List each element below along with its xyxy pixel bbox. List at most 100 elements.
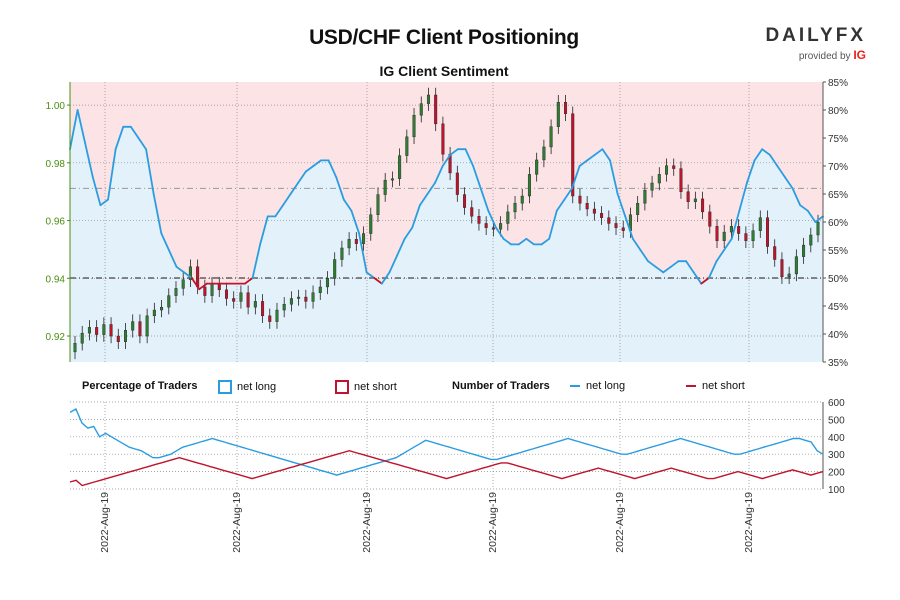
sentiment-line-segment bbox=[662, 265, 672, 274]
sentiment-line-segment bbox=[814, 215, 824, 223]
candle-body bbox=[535, 159, 539, 175]
sentiment-line-segment bbox=[396, 237, 406, 257]
sentiment-tick-label: 85% bbox=[828, 78, 848, 89]
x-tick-label: 2022-Aug-19 bbox=[743, 492, 755, 553]
sentiment-line-segment bbox=[472, 165, 482, 190]
candle-body bbox=[787, 273, 791, 278]
candle-body bbox=[621, 227, 625, 231]
candle-body bbox=[643, 190, 647, 204]
sentiment-line-segment bbox=[806, 209, 817, 223]
candle-body bbox=[708, 211, 712, 227]
sentiment-line-segment bbox=[761, 148, 771, 156]
net-short-count-line bbox=[69, 449, 824, 487]
candle-body bbox=[145, 315, 149, 337]
price-tick-label: 1.00 bbox=[46, 101, 66, 112]
candle-body bbox=[297, 296, 301, 299]
candle-body bbox=[412, 114, 416, 138]
sentiment-line-segment bbox=[297, 170, 307, 184]
sentiment-line-segment bbox=[791, 187, 802, 207]
trader-tick-label: 300 bbox=[828, 450, 845, 461]
sentiment-line-segment bbox=[799, 204, 809, 212]
candle-body bbox=[181, 279, 185, 289]
sentiment-line-segment bbox=[137, 137, 147, 151]
sentiment-tick-label: 65% bbox=[828, 190, 848, 201]
candle-body bbox=[809, 234, 813, 246]
candle-body bbox=[600, 213, 604, 218]
sentiment-line-segment bbox=[616, 193, 627, 218]
candle-body bbox=[73, 343, 77, 353]
candle-body bbox=[239, 292, 243, 302]
sentiment-line-segment bbox=[708, 260, 718, 279]
price-tick-label: 0.98 bbox=[46, 159, 66, 170]
trader-tick-label: 600 bbox=[828, 398, 845, 409]
candle-body bbox=[527, 174, 531, 197]
candle-body bbox=[751, 230, 755, 241]
sentiment-line-segment bbox=[114, 125, 125, 151]
candle-body bbox=[722, 231, 726, 241]
candle-body bbox=[362, 233, 366, 244]
sentiment-line-segment bbox=[76, 109, 87, 145]
sentiment-line-segment bbox=[654, 265, 665, 274]
sentiment-line-segment bbox=[768, 153, 779, 167]
candle-body bbox=[426, 94, 430, 104]
candle-body bbox=[701, 198, 705, 213]
sentiment-area-layer bbox=[70, 82, 823, 362]
sentiment-tick-label: 35% bbox=[828, 358, 848, 369]
chart-subtitle: IG Client Sentiment bbox=[379, 63, 509, 79]
candle-body bbox=[340, 247, 344, 260]
candle-body bbox=[571, 113, 575, 197]
candle-body bbox=[311, 292, 315, 302]
candle-body bbox=[816, 221, 820, 236]
candle-body bbox=[116, 335, 120, 342]
x-tick-label: 2022-Aug-19 bbox=[487, 492, 499, 553]
sentiment-tick-label: 75% bbox=[828, 134, 848, 145]
price-tick-label: 0.92 bbox=[46, 332, 66, 343]
x-tick-label: 2022-Aug-19 bbox=[361, 492, 373, 553]
sentiment-line-segment bbox=[350, 209, 360, 235]
sentiment-line-segment bbox=[160, 232, 170, 251]
candle-body bbox=[289, 298, 293, 305]
trader-tick-label: 400 bbox=[828, 433, 845, 444]
candle-body bbox=[470, 207, 474, 217]
candle-body bbox=[318, 286, 322, 293]
sentiment-line-segment bbox=[289, 181, 300, 195]
sentiment-line-segment bbox=[327, 159, 338, 179]
candle-body bbox=[463, 194, 467, 208]
price-tick-label: 0.96 bbox=[46, 217, 66, 228]
candle-body bbox=[794, 256, 798, 275]
candle-body bbox=[607, 217, 611, 224]
sentiment-line-segment bbox=[167, 249, 178, 268]
candle-body bbox=[174, 288, 178, 296]
sentiment-line-segment bbox=[540, 237, 551, 246]
candle-body bbox=[686, 191, 690, 202]
sentiment-line-segment bbox=[449, 148, 459, 156]
candle-body bbox=[131, 321, 135, 331]
legend-pct-long: net long bbox=[218, 380, 276, 394]
candle-body bbox=[138, 321, 142, 337]
sentiment-line-segment bbox=[700, 277, 710, 285]
sentiment-line-segment bbox=[692, 271, 703, 285]
candle-body bbox=[232, 298, 236, 302]
candle-body bbox=[650, 182, 654, 191]
candle-body bbox=[390, 178, 394, 181]
sentiment-line-segment bbox=[418, 193, 429, 207]
candle-body bbox=[549, 126, 553, 148]
sentiment-tick-label: 55% bbox=[828, 246, 848, 257]
sentiment-tick-label: 60% bbox=[828, 218, 848, 229]
candle-body bbox=[210, 283, 214, 296]
candle-body bbox=[665, 165, 669, 175]
sentiment-line-segment bbox=[746, 159, 756, 184]
sentiment-line-segment bbox=[601, 148, 611, 162]
candle-body bbox=[744, 233, 748, 241]
candle-body bbox=[261, 301, 265, 317]
sentiment-line-segment bbox=[715, 249, 726, 263]
legend-box-long-icon bbox=[218, 380, 232, 394]
sentiment-line-segment bbox=[487, 209, 497, 229]
sentiment-line-segment bbox=[107, 148, 117, 201]
candle-body bbox=[693, 198, 697, 202]
candle-body bbox=[333, 259, 337, 279]
candle-body bbox=[780, 259, 784, 278]
candle-body bbox=[87, 327, 91, 334]
candle-body bbox=[636, 203, 640, 215]
sentiment-line-segment bbox=[578, 159, 589, 167]
